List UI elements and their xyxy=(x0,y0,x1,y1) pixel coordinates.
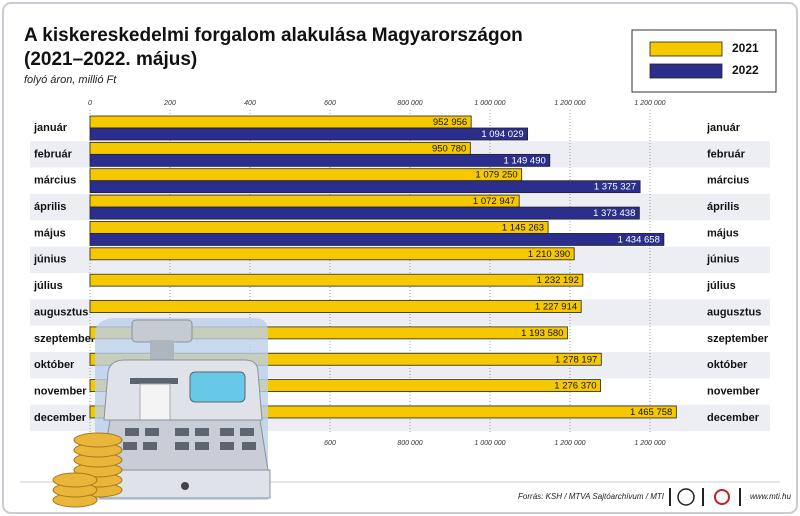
data-label: 1 094 029 xyxy=(481,129,523,140)
logo xyxy=(677,488,695,506)
data-label: 952 956 xyxy=(433,117,467,128)
bar xyxy=(89,115,472,129)
data-label: 1 227 914 xyxy=(535,302,577,313)
category-label: február xyxy=(707,148,746,160)
data-label: 1 465 758 xyxy=(630,407,672,418)
data-label: 1 210 390 xyxy=(528,249,570,260)
category-label: október xyxy=(34,359,75,371)
category-label: július xyxy=(33,280,63,292)
x-tick-label: 200 xyxy=(163,440,176,447)
bar xyxy=(89,352,602,366)
category-label: december xyxy=(707,412,760,424)
category-label: május xyxy=(34,227,66,239)
category-label: április xyxy=(34,201,66,213)
data-label: 1 278 197 xyxy=(555,354,597,365)
category-label: február xyxy=(34,148,73,160)
category-label: május xyxy=(707,227,739,239)
legend-swatch xyxy=(649,63,723,79)
data-label: 1 276 370 xyxy=(554,381,596,392)
data-label: 1 079 250 xyxy=(475,170,517,181)
x-tick-label: 400 xyxy=(244,440,256,447)
bar xyxy=(89,273,584,287)
data-label: 1 232 192 xyxy=(537,275,579,286)
bar xyxy=(89,153,551,167)
category-label: június xyxy=(33,254,66,266)
data-label: 950 780 xyxy=(432,143,466,154)
bar xyxy=(89,168,523,182)
x-tick-label: 1 000 000 xyxy=(474,440,505,447)
category-label: június xyxy=(706,254,739,266)
x-tick-label: 800 000 xyxy=(397,100,422,107)
data-label: 1 193 580 xyxy=(521,328,563,339)
bar xyxy=(89,405,677,419)
bar xyxy=(89,379,601,393)
chart-title: (2021–2022. május) xyxy=(24,49,197,70)
category-label: augusztus xyxy=(707,306,761,318)
url: www.mti.hu xyxy=(750,492,791,501)
logo xyxy=(714,489,730,505)
chart-title: A kiskereskedelmi forgalom alakulása Mag… xyxy=(24,25,523,46)
category-label: január xyxy=(706,122,741,134)
category-label: szeptember xyxy=(707,333,769,345)
x-tick-label: 600 xyxy=(324,440,336,447)
x-tick-label: 200 xyxy=(163,100,176,107)
legend-label: 2022 xyxy=(732,63,759,77)
x-tick-label: 1 200 000 xyxy=(634,100,665,107)
legend-swatch xyxy=(649,41,723,57)
subtitle: folyó áron, millió Ft xyxy=(24,74,117,86)
bar xyxy=(89,233,665,246)
category-label: január xyxy=(33,122,68,134)
bar xyxy=(89,206,640,220)
x-tick-label: 1 200 000 xyxy=(554,100,585,107)
category-label: április xyxy=(707,201,739,213)
x-tick-label: 0 xyxy=(88,440,92,447)
category-label: október xyxy=(707,359,748,371)
x-tick-label: 1 200 000 xyxy=(634,440,665,447)
category-label: augusztus xyxy=(34,306,88,318)
x-tick-label: 1 000 000 xyxy=(474,100,505,107)
data-label: 1 145 263 xyxy=(502,222,544,233)
category-label: március xyxy=(707,175,749,187)
category-label: november xyxy=(34,386,87,398)
category-label: november xyxy=(707,386,760,398)
category-label: december xyxy=(34,412,87,424)
category-label: március xyxy=(34,175,76,187)
bar xyxy=(89,194,520,208)
category-label: július xyxy=(706,280,736,292)
data-label: 1 434 658 xyxy=(618,234,660,245)
x-tick-label: 1 200 000 xyxy=(554,440,585,447)
legend-box xyxy=(631,29,777,93)
data-label: 1 373 438 xyxy=(593,208,635,219)
data-label: 1 072 947 xyxy=(473,196,515,207)
category-label: szeptember xyxy=(34,333,96,345)
bar xyxy=(89,127,529,141)
data-label: 1 149 490 xyxy=(504,155,546,166)
bar xyxy=(89,180,641,194)
x-tick-label: 600 xyxy=(324,100,336,107)
bar xyxy=(89,221,549,234)
bar xyxy=(89,300,582,313)
bar xyxy=(89,141,471,155)
x-tick-label: 800 000 xyxy=(397,440,422,447)
legend-label: 2021 xyxy=(732,41,759,55)
x-tick-label: 0 xyxy=(88,100,92,107)
x-tick-label: 400 xyxy=(244,100,256,107)
source: Forrás: KSH / MTVA Sajtóarchívum / MTI xyxy=(518,492,665,501)
bar xyxy=(89,326,568,340)
data-label: 1 375 327 xyxy=(594,182,636,193)
bar xyxy=(89,247,575,261)
